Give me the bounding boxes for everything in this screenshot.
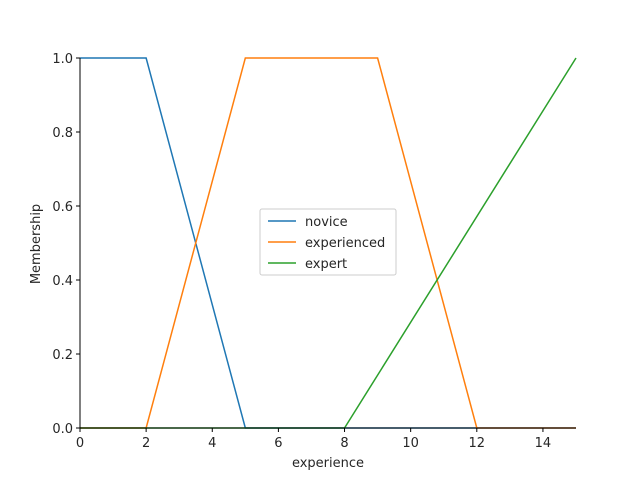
ticks-layer: 0 2 4 6 8 10 12 14 0.0 0.2 0.4 0.6 0.8 1.0 [52,52,551,451]
y-tick-label: 1.0 [52,52,73,67]
y-tick-label: 0.0 [52,422,73,437]
legend-label-experienced: experienced [305,236,385,251]
x-tick-label: 0 [76,436,84,451]
legend-label-expert: expert [305,257,347,272]
x-tick-label: 10 [402,436,419,451]
x-tick-label: 6 [274,436,282,451]
x-axis-label: experience [292,456,364,471]
x-tick-label: 2 [142,436,150,451]
y-tick-label: 0.4 [52,274,73,289]
y-tick-label: 0.8 [52,126,73,141]
y-tick-label: 0.6 [52,200,73,215]
axes-layer [79,58,576,429]
x-tick-label: 14 [535,436,552,451]
y-axis-label: Membership [29,204,44,284]
x-tick-label: 4 [208,436,216,451]
legend-box [259,208,397,276]
legend-label-novice: novice [305,215,348,230]
legend: novice experienced expert [259,208,397,276]
x-tick-label: 12 [469,436,486,451]
y-tick-label: 0.2 [52,348,73,363]
x-tick-label: 8 [340,436,348,451]
